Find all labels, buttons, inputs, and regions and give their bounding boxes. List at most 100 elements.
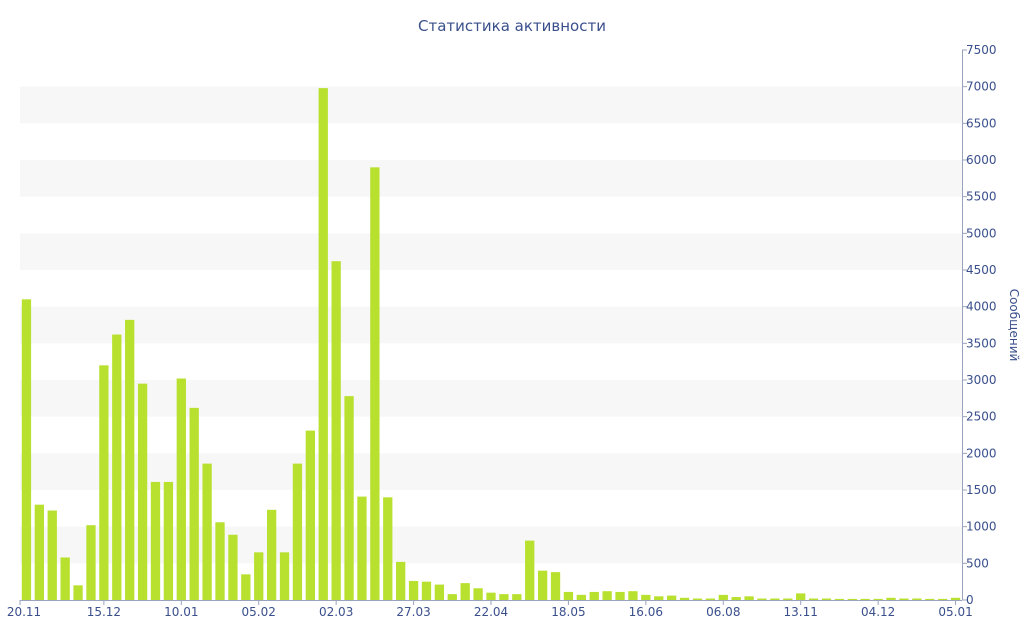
bar — [886, 597, 896, 600]
y-tick-label: 5000 — [966, 226, 997, 240]
x-tick-label: 04.12 — [861, 605, 895, 619]
bar — [421, 581, 432, 600]
x-tick-label: 05.01 — [938, 605, 972, 619]
x-tick-label: 16.06 — [629, 605, 663, 619]
bar — [447, 594, 457, 600]
bar — [254, 552, 264, 600]
bar — [718, 594, 728, 600]
bar — [266, 509, 277, 600]
bar — [486, 592, 496, 600]
bar — [873, 598, 883, 600]
bar — [576, 594, 586, 600]
bar — [563, 591, 574, 600]
chart-title: Статистика активности — [418, 17, 606, 35]
x-tick-label: 13.11 — [784, 605, 818, 619]
bar — [396, 561, 406, 600]
bar — [847, 598, 857, 600]
bar — [125, 319, 135, 600]
bar — [860, 598, 870, 600]
grid-band — [20, 380, 962, 417]
grid-band — [20, 526, 962, 564]
x-tick-label: 18.05 — [551, 605, 585, 619]
bar — [834, 598, 845, 600]
bar — [615, 591, 625, 600]
bar — [679, 597, 690, 600]
y-tick-label: 4500 — [966, 263, 997, 277]
grid-band — [20, 86, 962, 124]
bar-series — [21, 88, 961, 600]
bar — [705, 598, 716, 600]
bar — [589, 591, 599, 600]
bar — [473, 588, 483, 600]
bar — [512, 594, 522, 600]
x-tick-label: 20.11 — [7, 605, 41, 619]
bar — [202, 463, 212, 600]
bar — [331, 261, 341, 600]
bar — [796, 593, 806, 600]
bar — [112, 334, 122, 600]
x-tick-label: 10.01 — [164, 605, 198, 619]
bar — [357, 496, 367, 600]
bar — [770, 598, 780, 600]
y-tick-label: 500 — [966, 556, 989, 570]
x-tick-label: 27.03 — [396, 605, 430, 619]
bar — [525, 540, 535, 600]
y-tick-label: 1000 — [966, 520, 997, 534]
grid-bands — [20, 86, 962, 564]
bar — [47, 510, 57, 600]
y-tick-label: 3000 — [966, 373, 997, 387]
bar — [731, 597, 741, 600]
bar — [744, 596, 754, 600]
x-tick-label: 06.08 — [706, 605, 740, 619]
bar — [344, 396, 354, 600]
bar — [950, 597, 961, 600]
bar — [641, 594, 651, 600]
bar — [460, 583, 470, 600]
bar — [667, 595, 677, 600]
bar — [305, 430, 315, 600]
bar — [692, 598, 703, 600]
grid-band — [20, 233, 962, 270]
bar — [408, 580, 419, 600]
bar — [899, 598, 909, 600]
x-tick-label: 05.02 — [242, 605, 276, 619]
bar — [925, 598, 935, 600]
y-tick-label: 1500 — [966, 483, 997, 497]
bar — [783, 598, 793, 600]
bar — [176, 378, 186, 600]
y-axis-label: Сообщений — [1007, 289, 1021, 362]
bar — [60, 557, 70, 600]
bar — [163, 481, 174, 600]
y-tick-label: 7000 — [966, 80, 997, 94]
bar — [137, 383, 148, 600]
x-axis: 20.11 15.12 10.01 05.02 02.03 27.03 22.04 18.05… — [7, 600, 973, 619]
bar — [189, 407, 199, 600]
bar — [808, 598, 819, 600]
bar — [654, 596, 664, 600]
bar — [602, 591, 612, 600]
bar — [499, 594, 509, 600]
bar — [99, 365, 109, 600]
bar — [279, 552, 290, 600]
bar — [383, 497, 393, 600]
grid-band — [20, 306, 962, 344]
bar — [150, 481, 161, 600]
y-tick-label: 4000 — [966, 300, 997, 314]
y-tick-label: 7500 — [966, 43, 997, 57]
bar — [34, 504, 44, 600]
bar — [537, 570, 548, 600]
y-tick-label: 6500 — [966, 116, 997, 130]
bar — [318, 88, 328, 600]
grid-band — [20, 453, 962, 490]
y-tick-label: 2500 — [966, 410, 997, 424]
bar — [550, 572, 561, 600]
bar — [434, 584, 445, 600]
bar — [628, 591, 638, 600]
bar — [757, 598, 767, 600]
bar — [912, 598, 922, 600]
y-tick-label: 5500 — [966, 190, 997, 204]
bar — [215, 522, 225, 600]
bar — [370, 167, 380, 600]
bar — [73, 585, 83, 600]
